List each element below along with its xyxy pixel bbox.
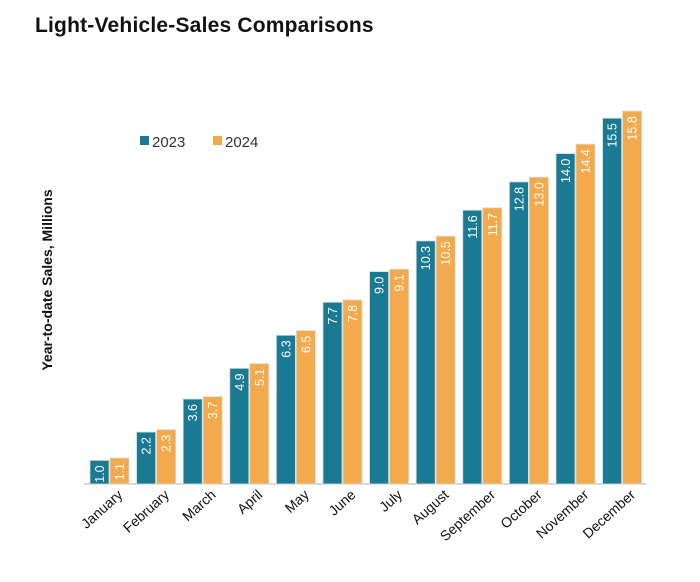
bar-label-2024-september: 11.7 [486, 213, 500, 236]
x-tick-august: August [409, 486, 452, 527]
bar-2023-february [136, 431, 157, 485]
legend-swatch-2024 [213, 136, 222, 145]
bar-labels-group: 1.0 1.1 2.2 2.3 3.6 3.7 4.9 5.1 6.3 6.5 7.7 7.8 9.0 9… [93, 116, 640, 483]
x-tick-may: May [282, 486, 312, 516]
bar-2023-december [602, 117, 622, 485]
bar-label-2024-april: 5.1 [253, 369, 267, 386]
bar-2024-october [529, 176, 549, 485]
bar-2024-april [249, 363, 270, 485]
bar-2024-january [109, 457, 130, 485]
bar-label-2024-december: 15.8 [626, 116, 640, 140]
bar-label-2024-november: 14.4 [579, 149, 593, 173]
bar-2024-february [156, 429, 177, 485]
bar-label-2023-june: 7.7 [326, 307, 340, 324]
bar-2024-july [389, 268, 410, 485]
bar-2023-july [369, 271, 390, 485]
bar-label-2023-november: 14.0 [559, 159, 573, 183]
bar-label-2024-may: 6.5 [299, 336, 313, 353]
bar-2024-november [575, 143, 596, 485]
bar-label-2023-may: 6.3 [279, 340, 293, 357]
bar-2023-october [508, 181, 529, 485]
bar-2023-january [89, 459, 110, 485]
bar-label-2023-december: 15.5 [606, 123, 620, 147]
bar-label-2024-february: 2.3 [160, 435, 174, 452]
x-tick-december: December [579, 486, 638, 541]
y-axis-label: Year-to-date Sales, Millions [39, 189, 55, 370]
bar-2024-august [435, 235, 456, 485]
bar-label-2023-august: 10.3 [419, 246, 433, 270]
bar-2024-may [295, 330, 316, 485]
bar-label-2023-september: 11.6 [466, 215, 480, 238]
bar-label-2023-march: 3.6 [186, 404, 200, 421]
x-tick-july: July [376, 486, 405, 515]
bar-2023-may [275, 334, 296, 485]
legend-label-2023: 2023 [152, 134, 185, 151]
bar-label-2024-march: 3.7 [206, 402, 220, 419]
x-tick-january: January [78, 486, 126, 531]
bar-2024-december [622, 110, 642, 485]
bar-label-2024-july: 9.1 [393, 274, 407, 291]
bar-2023-june [322, 301, 343, 485]
bar-2023-september [462, 209, 483, 485]
bar-label-2023-october: 12.8 [512, 187, 526, 211]
x-tick-march: March [179, 486, 219, 524]
bar-2024-september [482, 207, 503, 485]
bar-2023-november [555, 153, 576, 485]
x-tick-april: April [234, 486, 266, 517]
bar-label-2023-april: 4.9 [233, 373, 247, 390]
bar-2023-march [182, 398, 203, 485]
bar-2023-august [415, 240, 436, 485]
legend-swatch-2023 [140, 136, 149, 145]
x-tick-june: June [325, 486, 358, 518]
bar-label-2023-january: 1.0 [93, 465, 107, 482]
bars-group [89, 110, 642, 485]
legend-label-2024: 2024 [225, 134, 258, 151]
bar-label-2024-january: 1.1 [113, 463, 127, 480]
bar-label-2024-june: 7.8 [346, 305, 360, 322]
bar-label-2024-october: 13.0 [532, 182, 546, 206]
x-tick-february: February [120, 486, 172, 535]
bar-2024-june [342, 299, 363, 485]
bar-2023-april [229, 367, 250, 485]
chart-title: Light-Vehicle-Sales Comparisons [35, 14, 374, 37]
bar-label-2023-february: 2.2 [140, 437, 154, 454]
bar-label-2023-july: 9.0 [373, 277, 387, 294]
legend: 2023 2024 [140, 134, 258, 151]
bar-2024-march [202, 396, 223, 485]
bar-label-2024-august: 10.5 [439, 241, 453, 265]
